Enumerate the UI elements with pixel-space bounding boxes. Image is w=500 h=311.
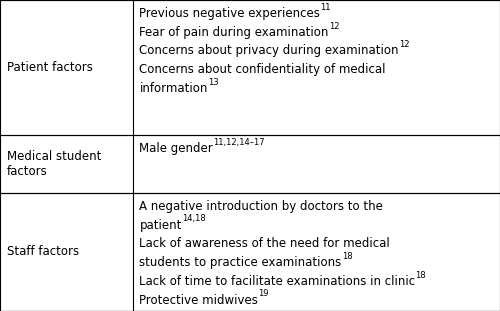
Text: 18: 18 xyxy=(416,271,426,280)
Text: Lack of awareness of the need for medical: Lack of awareness of the need for medica… xyxy=(140,237,390,250)
Text: 14,18: 14,18 xyxy=(182,214,206,223)
Text: Protective midwives: Protective midwives xyxy=(140,294,258,307)
Text: Concerns about confidentiality of medical: Concerns about confidentiality of medica… xyxy=(140,63,386,76)
Text: 19: 19 xyxy=(258,289,269,298)
Text: 18: 18 xyxy=(342,252,352,261)
Text: Staff factors: Staff factors xyxy=(7,245,79,258)
Text: students to practice examinations: students to practice examinations xyxy=(140,256,342,269)
Text: 13: 13 xyxy=(208,78,218,87)
Text: Previous negative experiences: Previous negative experiences xyxy=(140,7,320,20)
Text: Male gender: Male gender xyxy=(140,142,213,155)
Text: A negative introduction by doctors to the: A negative introduction by doctors to th… xyxy=(140,200,384,213)
Text: 11,12,14–17: 11,12,14–17 xyxy=(213,138,265,147)
Text: Concerns about privacy during examination: Concerns about privacy during examinatio… xyxy=(140,44,399,58)
Text: Patient factors: Patient factors xyxy=(7,61,93,74)
Text: information: information xyxy=(140,82,208,95)
Text: Medical student
factors: Medical student factors xyxy=(7,150,102,178)
Text: 12: 12 xyxy=(399,40,409,49)
Text: Lack of time to facilitate examinations in clinic: Lack of time to facilitate examinations … xyxy=(140,275,415,288)
Text: 11: 11 xyxy=(320,3,331,12)
Text: 12: 12 xyxy=(329,21,340,30)
Text: Fear of pain during examination: Fear of pain during examination xyxy=(140,26,329,39)
Text: patient: patient xyxy=(140,219,182,231)
